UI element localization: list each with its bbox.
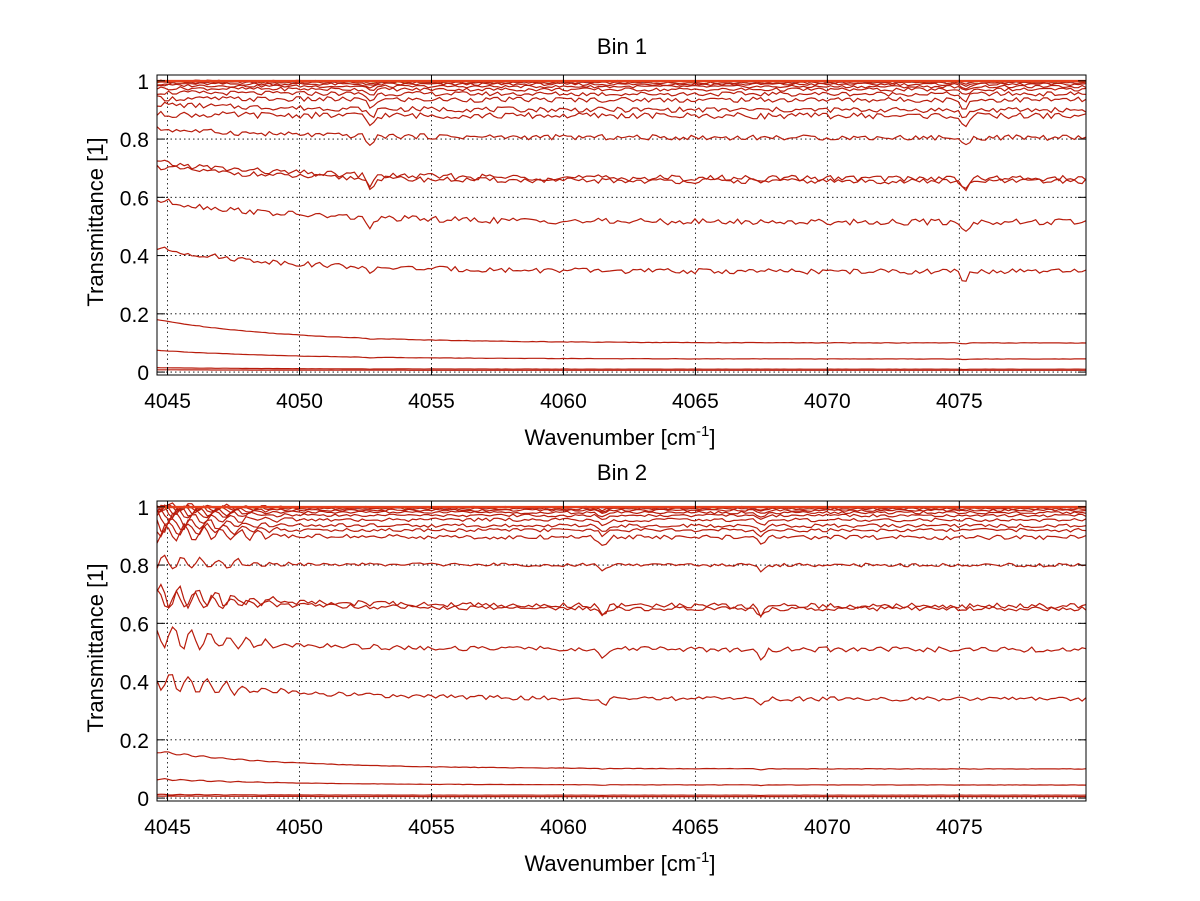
y-tick-label: 1 xyxy=(137,497,149,520)
series-line xyxy=(157,751,1086,771)
series-line xyxy=(157,246,1086,282)
chart-title: Bin 1 xyxy=(597,34,647,59)
series-line xyxy=(157,126,1086,147)
series-group xyxy=(157,79,1086,371)
axes-box xyxy=(156,74,1087,376)
y-tick-label: 0.6 xyxy=(120,187,149,210)
series-line xyxy=(157,164,1086,191)
x-tick-label: 4075 xyxy=(936,390,983,413)
series-line xyxy=(157,589,1086,617)
series-line xyxy=(157,795,1086,798)
series-line xyxy=(157,625,1086,661)
x-tick-label: 4060 xyxy=(540,816,587,839)
panel-bin-1: Bin 1 4045 4050 4055 4060 4065 4070 4075 0 0.2 0.… xyxy=(83,34,1087,450)
x-tick-label: 4050 xyxy=(276,390,323,413)
series-line xyxy=(157,504,1086,519)
series-line xyxy=(157,110,1086,128)
series-group xyxy=(157,502,1086,798)
series-line xyxy=(157,83,1086,92)
x-tick-label: 4070 xyxy=(804,816,851,839)
series-line xyxy=(157,367,1086,371)
chart-title: Bin 2 xyxy=(597,460,647,485)
axes-box xyxy=(156,500,1087,802)
series-line xyxy=(157,508,1086,521)
x-tick-label: 4055 xyxy=(408,390,455,413)
x-tick-label: 4045 xyxy=(144,390,191,413)
series-line xyxy=(157,159,1086,192)
y-tick-label: 0.8 xyxy=(120,129,149,152)
series-line xyxy=(157,793,1086,797)
y-axis-label: Transmittance [1] xyxy=(83,137,108,306)
y-tick-label: 1 xyxy=(137,71,149,94)
x-tick-label: 4075 xyxy=(936,816,983,839)
y-tick-label: 0.4 xyxy=(120,672,150,695)
plot-area: 4045 4050 4055 4060 4065 4070 4075 0 0.2 0.4 0.6 0.… xyxy=(120,71,1087,413)
series-line xyxy=(157,319,1086,345)
y-tick-label: 0 xyxy=(137,362,149,385)
x-axis-label: Wavenumber [cm-1] xyxy=(524,849,715,876)
y-tick-label: 0.8 xyxy=(120,555,149,578)
y-tick-label: 0 xyxy=(137,788,149,811)
x-axis-label: Wavenumber [cm-1] xyxy=(524,423,715,450)
panel-bin-2: Bin 2 4045 4050 4055 4060 4065 4070 4075 0 0.2 0.… xyxy=(83,460,1087,876)
series-line xyxy=(157,198,1086,233)
x-tick-label: 4065 xyxy=(672,816,719,839)
x-tick-label: 4060 xyxy=(540,390,587,413)
series-line xyxy=(157,90,1086,103)
y-tick-label: 0.6 xyxy=(120,613,149,636)
x-tick-label: 4045 xyxy=(144,816,191,839)
series-line xyxy=(157,554,1086,573)
series-line xyxy=(157,86,1086,96)
series-line xyxy=(157,522,1086,546)
series-line xyxy=(157,81,1086,90)
x-tick-label: 4050 xyxy=(276,816,323,839)
series-line xyxy=(157,583,1086,619)
y-tick-label: 0.2 xyxy=(120,304,149,327)
y-tick-label: 0.4 xyxy=(120,246,150,269)
series-line xyxy=(157,369,1086,371)
series-line xyxy=(157,521,1086,538)
series-line xyxy=(157,95,1086,110)
series-line xyxy=(157,509,1086,528)
series-line xyxy=(157,101,1086,119)
y-axis-label: Transmittance [1] xyxy=(83,563,108,732)
series-line xyxy=(157,674,1086,706)
x-tick-label: 4055 xyxy=(408,816,455,839)
series-line xyxy=(157,349,1086,361)
series-line xyxy=(157,504,1086,516)
series-line xyxy=(157,518,1086,533)
series-line xyxy=(157,777,1086,787)
plot-area: 4045 4050 4055 4060 4065 4070 4075 0 0.2 0.4 0.6 0.… xyxy=(120,497,1087,839)
y-tick-label: 0.2 xyxy=(120,730,149,753)
x-tick-label: 4065 xyxy=(672,390,719,413)
x-tick-label: 4070 xyxy=(804,390,851,413)
